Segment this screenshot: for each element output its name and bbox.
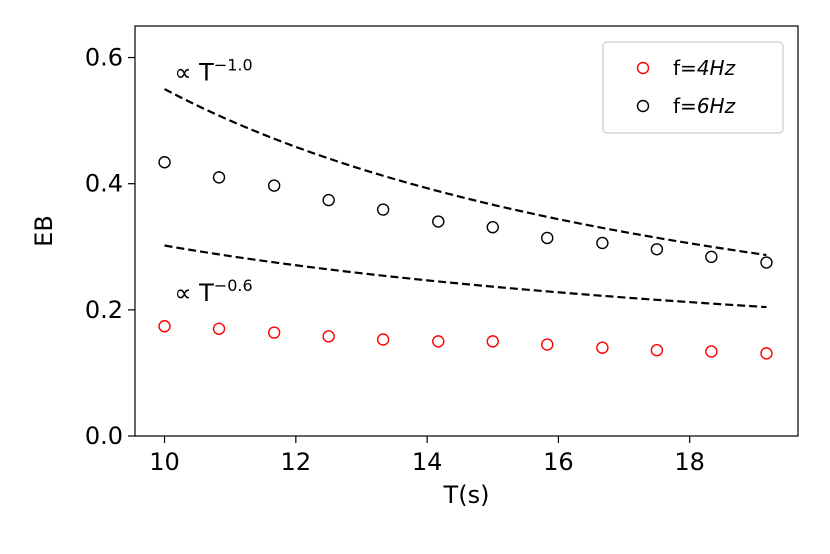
x-tick-label: 12 (281, 448, 312, 476)
legend-label-plain: f= (673, 94, 697, 118)
data-point (432, 335, 445, 348)
annotations: ∝ T−1.0∝ T−0.6 (174, 55, 252, 307)
legend-label-math: 6Hz (697, 94, 736, 118)
data-point (596, 341, 609, 354)
data-point (705, 345, 718, 358)
reference-line-label-exponent: −1.0 (214, 55, 253, 74)
data-point (432, 215, 445, 228)
y-axis-ticks: 0.0 0.2 0.4 0.6 (85, 44, 135, 450)
reference-line-label-1: ∝ T−0.6 (174, 276, 252, 307)
series-1 (158, 156, 773, 269)
data-point (541, 338, 554, 351)
legend-item: f=6Hz (636, 94, 736, 118)
data-point (267, 179, 281, 192)
data-point (760, 347, 773, 360)
reference-lines (164, 88, 767, 309)
legend-label-plain: f= (673, 56, 697, 80)
y-tick-label: 0.6 (85, 44, 123, 72)
y-tick-label: 0.4 (85, 170, 123, 198)
legend-label: f=4Hz (673, 56, 736, 80)
x-axis-ticks: 10 12 14 16 18 (149, 436, 705, 476)
data-point (322, 193, 335, 207)
data-point (322, 330, 335, 343)
data-point (541, 231, 554, 245)
data-point (760, 256, 773, 269)
data-point (376, 333, 390, 346)
data-point (158, 156, 171, 169)
legend-marker (636, 61, 650, 75)
data-point (486, 221, 499, 234)
reference-line-label-prefix: ∝ T (174, 58, 214, 86)
x-tick-label: 16 (543, 448, 574, 476)
plot-frame (134, 25, 799, 437)
x-axis-title: T(s) (443, 481, 490, 509)
reference-line-label-prefix: ∝ T (174, 279, 214, 307)
legend-label: f=6Hz (673, 94, 736, 118)
x-tick-label: 10 (149, 448, 180, 476)
data-points (158, 156, 773, 360)
legend-item: f=4Hz (636, 56, 736, 80)
x-tick-label: 14 (412, 448, 443, 476)
data-point (267, 326, 281, 339)
x-tick-label: 18 (674, 448, 705, 476)
legend-marker (636, 99, 650, 113)
reference-line-label-0: ∝ T−1.0 (174, 55, 252, 86)
data-point (596, 236, 609, 250)
reference-line-label-exponent: −0.6 (214, 276, 253, 295)
data-point (376, 203, 390, 216)
y-tick-label: 0.2 (85, 296, 123, 324)
legend-label-math: 4Hz (697, 56, 736, 80)
reference-line-0 (164, 88, 767, 257)
data-point (158, 320, 171, 333)
data-point (650, 344, 664, 357)
data-point (486, 335, 499, 348)
y-tick-label: 0.0 (85, 422, 123, 450)
data-point (650, 243, 664, 256)
y-axis-title: EB (30, 215, 58, 247)
data-point (705, 250, 718, 264)
data-point (212, 171, 226, 184)
series-0 (158, 320, 773, 360)
reference-line-1 (164, 244, 767, 309)
data-point (212, 322, 226, 335)
